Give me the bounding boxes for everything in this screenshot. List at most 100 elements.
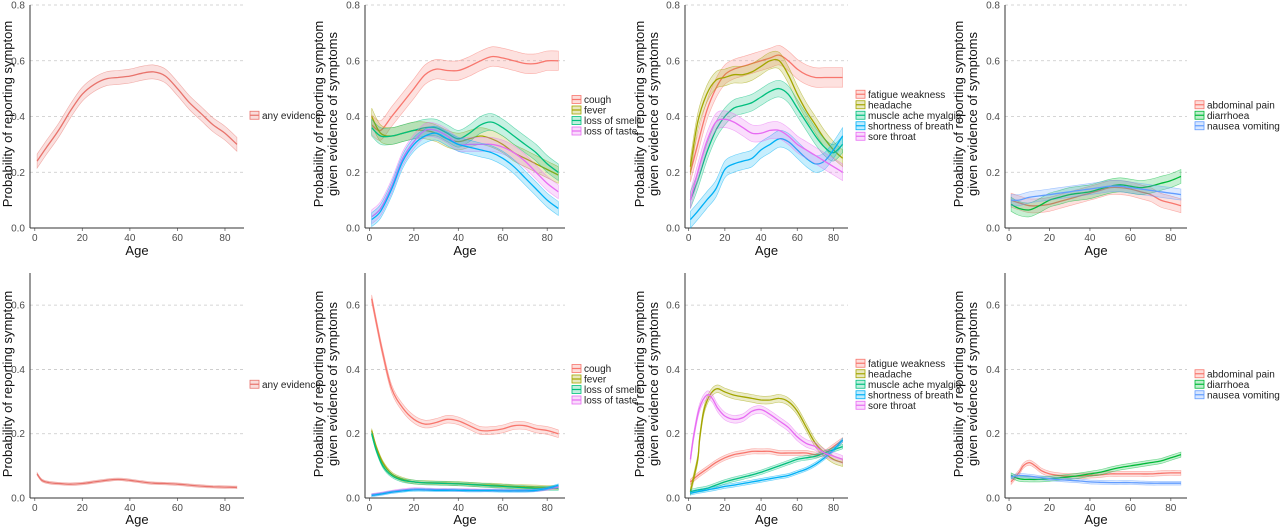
x-tick-label: 20 — [77, 503, 89, 514]
y-tick-label: 0.2 — [666, 168, 680, 179]
x-axis-title: Age — [755, 512, 778, 527]
legend-label: loss of smell — [584, 116, 639, 127]
line-any-evidence — [36, 71, 238, 162]
y-tick-label: 0.8 — [666, 1, 680, 12]
y-tick-label: 0.0 — [986, 494, 1000, 505]
x-tick-label: 0 — [686, 503, 692, 514]
ribbon-fatigue-weakness — [690, 45, 843, 183]
ribbon-loss-of-smell — [371, 431, 559, 491]
x-tick-label: 60 — [497, 233, 509, 244]
y-tick-label: 0.0 — [986, 224, 1000, 235]
y-tick-label: 0.8 — [346, 1, 360, 12]
legend-label: muscle ache myalgia — [868, 380, 962, 391]
ribbon-headache — [690, 384, 843, 496]
legend-label: loss of taste — [584, 127, 638, 138]
y-tick-label: 0.8 — [11, 1, 25, 12]
x-tick-label: 80 — [828, 503, 840, 514]
y-tick-label: 0.6 — [986, 56, 1000, 67]
x-tick-label: 20 — [1044, 503, 1056, 514]
y-axis-title: Probability of reporting symptom — [0, 21, 15, 207]
line-nausea-vomiting — [1010, 474, 1181, 484]
legend-label: sore throat — [868, 132, 916, 143]
y-tick-label: 0.0 — [666, 494, 680, 505]
y-tick-label: 0.2 — [666, 429, 680, 440]
legend-label: fever — [584, 106, 607, 117]
y-tick-label: 0.6 — [346, 301, 360, 312]
y-tick-label: 0.6 — [666, 56, 680, 67]
x-tick-label: 40 — [1084, 503, 1096, 514]
x-tick-label: 40 — [756, 503, 768, 514]
line-headache — [689, 58, 844, 167]
x-tick-label: 0 — [1006, 233, 1012, 244]
legend-label: fever — [584, 375, 607, 386]
line-fatigue-weakness — [689, 54, 843, 173]
y-axis-title: Probability of reporting symptom — [311, 291, 326, 477]
line-diarrhoea — [1010, 175, 1182, 211]
line-cough — [371, 298, 559, 435]
legend-label: shortness of breath — [868, 121, 954, 132]
x-tick-label: 40 — [1084, 233, 1096, 244]
x-tick-label: 80 — [828, 233, 840, 244]
line-series-4 — [371, 484, 559, 497]
x-axis-title: Age — [453, 512, 476, 527]
x-tick-label: 20 — [408, 233, 420, 244]
panel-5: 0.0 0.2 0.4 0.6 0 20 40 60 80 Age Probability of r… — [0, 273, 321, 527]
y-tick-label: 0.4 — [346, 112, 360, 123]
x-tick-label: 0 — [686, 233, 692, 244]
y-tick-label: 0.4 — [666, 365, 680, 376]
x-axis-title: Age — [1084, 512, 1107, 527]
y-tick-label: 0.2 — [346, 429, 360, 440]
x-tick-label: 0 — [1006, 503, 1012, 514]
x-tick-label: 0 — [32, 233, 38, 244]
panel-6: 0.0 0.2 0.4 0.6 0 20 40 60 80 Age Probability of r… — [311, 273, 639, 527]
line-abdominal-pain — [1010, 461, 1181, 483]
line-loss-of-taste — [371, 128, 559, 218]
line-sore-throat — [689, 393, 843, 461]
x-tick-label: 60 — [1125, 503, 1137, 514]
legend-label: shortness of breath — [868, 390, 954, 401]
y-tick-label: 0.2 — [986, 429, 1000, 440]
ribbon-diarrhoea — [1010, 169, 1182, 218]
x-tick-label: 0 — [32, 503, 38, 514]
x-tick-label: 80 — [1165, 233, 1177, 244]
x-tick-label: 80 — [219, 503, 231, 514]
y-tick-label: 0.2 — [986, 168, 1000, 179]
x-tick-label: 20 — [719, 503, 731, 514]
legend-label: headache — [868, 100, 912, 111]
line-cough — [371, 55, 559, 132]
x-axis-title: Age — [755, 243, 778, 258]
line-headache — [689, 388, 843, 492]
x-tick-label: 80 — [219, 233, 231, 244]
ribbon-cough — [371, 294, 559, 439]
ribbon-any-evidence — [36, 64, 238, 170]
y-tick-label: 0.6 — [11, 301, 25, 312]
legend-label: abdominal pain — [1207, 100, 1275, 111]
y-tick-label: 0.0 — [666, 224, 680, 235]
panel-2: 0.0 0.2 0.4 0.6 0.8 0 20 40 60 80 Age Probability o… — [311, 1, 639, 259]
legend-label: sore throat — [868, 401, 916, 412]
x-tick-label: 60 — [172, 503, 184, 514]
y-tick-label: 0.2 — [11, 168, 25, 179]
y-axis-title: given evidence of symptoms — [646, 31, 661, 196]
y-tick-label: 0.2 — [346, 168, 360, 179]
x-tick-label: 20 — [408, 503, 420, 514]
line-loss-of-smell — [371, 121, 559, 173]
x-tick-label: 20 — [719, 233, 731, 244]
y-tick-label: 0.4 — [346, 365, 360, 376]
panel-3: 0.0 0.2 0.4 0.6 0.8 0 20 40 60 80 Age Probability o… — [632, 1, 962, 259]
line-loss-of-smell — [371, 433, 559, 490]
y-axis-title: given evidence of symptoms — [965, 31, 980, 196]
y-axis-title: Probability of reporting symptom — [951, 291, 966, 477]
line-sore-throat — [689, 118, 843, 201]
y-tick-label: 0.0 — [11, 224, 25, 235]
line-series-4 — [371, 132, 559, 221]
y-axis-title: given evidence of symptoms — [325, 31, 340, 196]
ribbon-loss-of-smell — [371, 113, 559, 182]
ribbon-loss-of-taste — [371, 122, 559, 225]
x-tick-label: 40 — [124, 503, 136, 514]
legend-label: loss of smell — [584, 385, 639, 396]
x-tick-label: 40 — [756, 233, 768, 244]
ribbon-fatigue-weakness — [690, 437, 843, 486]
y-tick-label: 0.8 — [986, 1, 1000, 12]
